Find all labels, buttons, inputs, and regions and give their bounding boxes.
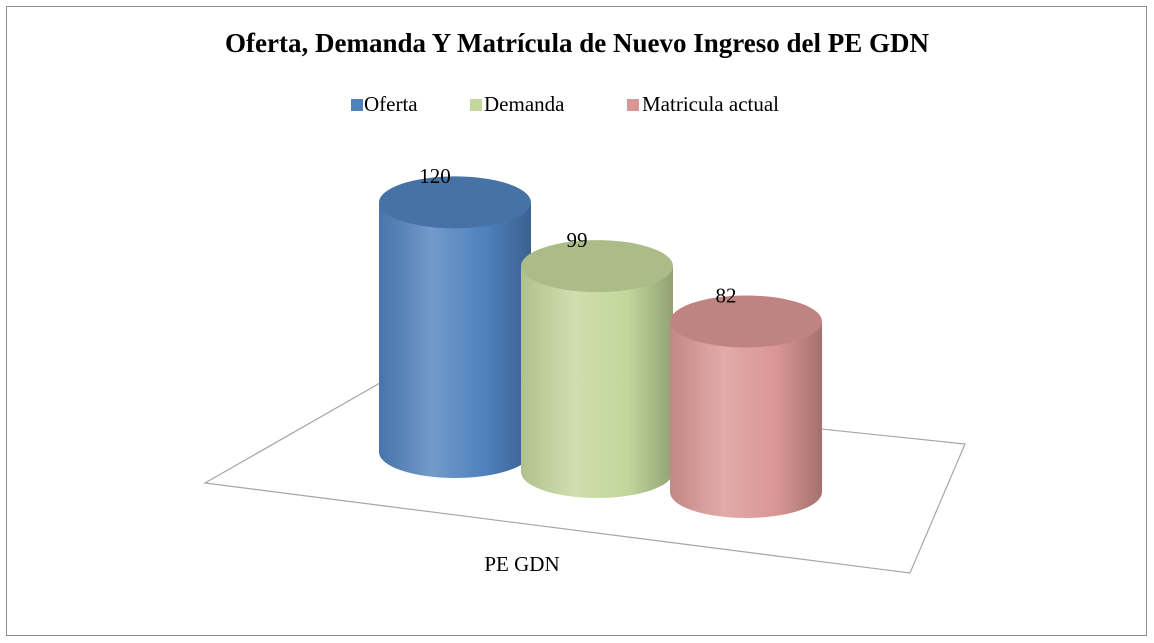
chart-title: Oferta, Demanda Y Matrícula de Nuevo Ing…	[225, 28, 929, 58]
data-label: 120	[419, 164, 451, 188]
data-label: 82	[716, 283, 737, 307]
legend-label: Matricula actual	[642, 92, 779, 116]
legend-label: Oferta	[364, 92, 418, 116]
data-label: 99	[567, 228, 588, 252]
cylinder-top	[521, 240, 673, 293]
legend-swatch	[351, 99, 363, 111]
legend-label: Demanda	[484, 92, 565, 116]
cylinder-top	[379, 176, 531, 229]
floor	[203, 382, 966, 574]
cylinder-body	[670, 321, 822, 518]
x-tick-label: PE GDN	[484, 552, 559, 576]
legend-swatch	[627, 99, 639, 111]
cylinder-top	[670, 295, 822, 348]
legend-swatch	[470, 99, 482, 111]
cylinder-body	[521, 266, 673, 498]
cylinder-body	[379, 202, 531, 478]
